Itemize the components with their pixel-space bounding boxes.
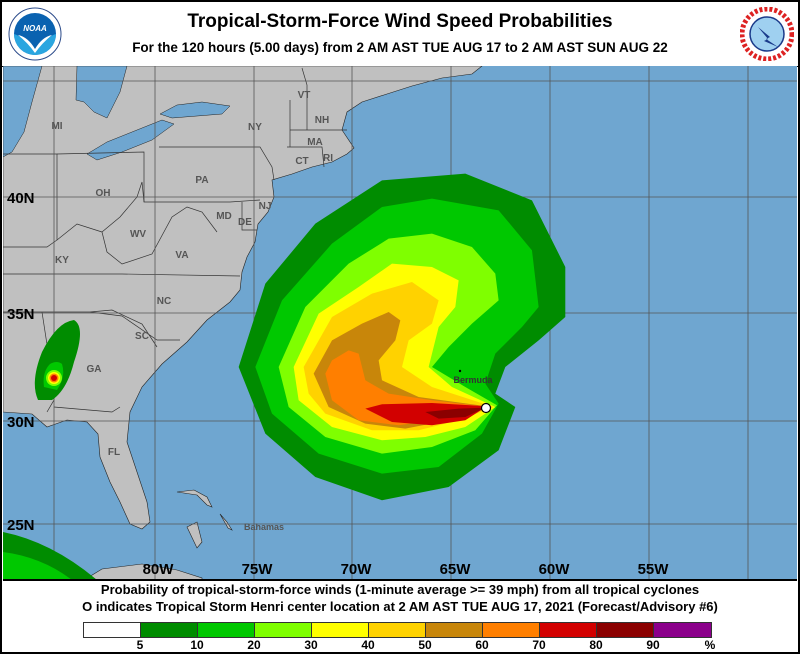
- lat-label-25n: 25N: [7, 517, 35, 534]
- lon-label-55w: 55W: [638, 561, 670, 578]
- lat-label-30n: 30N: [7, 414, 35, 431]
- label-pa: PA: [195, 175, 208, 186]
- lon-label-60w: 60W: [539, 561, 571, 578]
- nws-logo: [740, 7, 794, 61]
- legend-swatch: [654, 623, 711, 637]
- henri-probability-swath: [238, 173, 566, 501]
- header: NOAA Tropical-Storm-Force Wind Speed Pro…: [2, 2, 798, 67]
- legend-swatch: [483, 623, 540, 637]
- legend-swatch: [198, 623, 255, 637]
- label-nj: NJ: [259, 201, 272, 212]
- legend-tick-label: 80: [589, 638, 603, 652]
- label-fl: FL: [108, 447, 120, 458]
- lon-label-80w: 80W: [143, 561, 175, 578]
- legend-description: Probability of tropical-storm-force wind…: [100, 582, 700, 597]
- label-ct: CT: [295, 156, 308, 167]
- bermuda-island: [458, 369, 462, 373]
- legend-tick-label: 20: [247, 638, 261, 652]
- color-scale-bar: [83, 622, 712, 638]
- label-nh: NH: [315, 115, 329, 126]
- legend-tick-label: 10: [190, 638, 204, 652]
- label-ga: GA: [87, 364, 102, 375]
- label-wv: WV: [130, 229, 146, 240]
- inland-probability-blob: [34, 320, 80, 400]
- lon-label-75w: 75W: [242, 561, 274, 578]
- noaa-logo: NOAA: [8, 7, 62, 61]
- legend-tick-label: 5: [136, 638, 144, 652]
- henri-center-marker[interactable]: [480, 402, 492, 414]
- legend-tick-label: 90: [646, 638, 660, 652]
- legend-tick-label: 30: [304, 638, 318, 652]
- map-canvas: MI OH PA NY VT NH MA CT RI NJ MD DE WV V…: [3, 66, 797, 579]
- legend-swatch: [141, 623, 198, 637]
- label-ri: RI: [323, 153, 333, 164]
- legend-swatch: [597, 623, 654, 637]
- legend-swatch: [312, 623, 369, 637]
- label-ma: MA: [307, 137, 323, 148]
- label-nc: NC: [157, 296, 171, 307]
- legend-swatch: [255, 623, 312, 637]
- legend-swatch: [540, 623, 597, 637]
- state-borders: [3, 67, 347, 413]
- svg-text:NOAA: NOAA: [23, 24, 47, 33]
- page-subtitle: For the 120 hours (5.00 days) from 2 AM …: [132, 40, 668, 55]
- legend-swatch: [426, 623, 483, 637]
- label-mi: MI: [51, 121, 62, 132]
- label-ky: KY: [55, 255, 69, 266]
- lon-label-65w: 65W: [440, 561, 472, 578]
- label-sc: SC: [135, 331, 149, 342]
- cuba: [85, 563, 203, 579]
- legend-center-note: O indicates Tropical Storm Henri center …: [82, 599, 718, 614]
- legend-tick-label: %: [704, 638, 716, 652]
- label-md: MD: [216, 211, 232, 222]
- lat-label-40n: 40N: [7, 190, 35, 207]
- lat-lon-grid: [3, 66, 797, 579]
- legend-tick-label: 50: [418, 638, 432, 652]
- legend-tick-label: 60: [475, 638, 489, 652]
- prob-70: [365, 402, 487, 426]
- label-de: DE: [238, 217, 252, 228]
- page-title: Tropical-Storm-Force Wind Speed Probabil…: [187, 11, 613, 32]
- legend-panel: Probability of tropical-storm-force wind…: [2, 581, 798, 652]
- prob-80: [425, 407, 486, 419]
- great-lakes: [3, 66, 231, 161]
- lon-label-70w: 70W: [341, 561, 373, 578]
- label-vt: VT: [298, 90, 311, 101]
- legend-tick-label: 40: [361, 638, 375, 652]
- label-va: VA: [175, 250, 188, 261]
- label-oh: OH: [96, 188, 111, 199]
- map: MI OH PA NY VT NH MA CT RI NJ MD DE WV V…: [3, 66, 797, 581]
- southwest-probability-area: [3, 532, 96, 579]
- us-landmass: [3, 66, 483, 530]
- lat-label-35n: 35N: [7, 306, 35, 323]
- label-bahamas: Bahamas: [244, 522, 284, 532]
- label-ny: NY: [248, 122, 262, 133]
- legend-swatch: [369, 623, 426, 637]
- legend-tick-label: 70: [532, 638, 546, 652]
- label-bermuda: Bermuda: [453, 375, 493, 385]
- legend-swatch: [84, 623, 141, 637]
